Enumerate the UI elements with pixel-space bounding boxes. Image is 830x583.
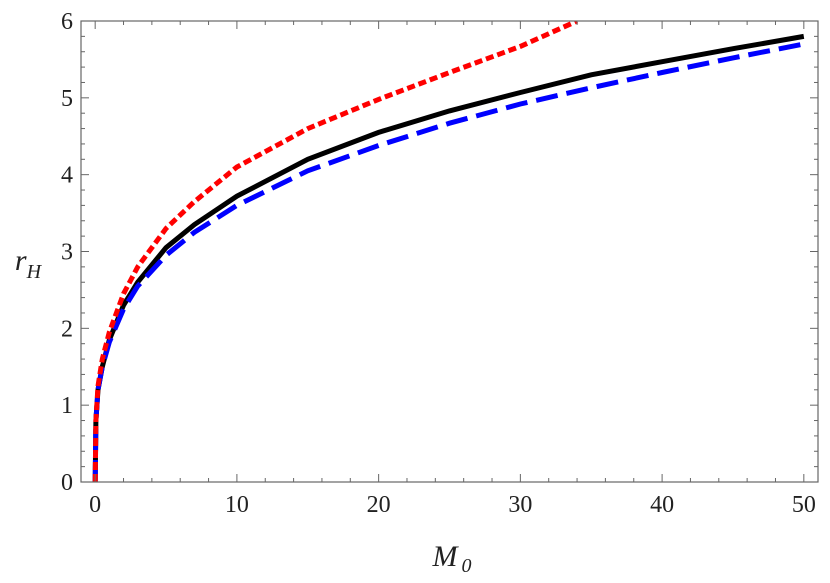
x-tick-label: 40 bbox=[650, 492, 674, 518]
series-line-dotted bbox=[92, 21, 579, 482]
y-tick-label: 6 bbox=[61, 9, 73, 35]
y-tick-label: 3 bbox=[61, 240, 73, 266]
series-line-solid bbox=[92, 33, 805, 482]
x-tick-label: 0 bbox=[89, 492, 101, 518]
ticks: 0 10 20 30 40 50 0 1 2 3 4 5 6 bbox=[61, 9, 818, 518]
y-axis-label: rH bbox=[15, 244, 43, 283]
x-tick-label: 50 bbox=[792, 492, 816, 518]
x-tick-label: 30 bbox=[508, 492, 532, 518]
plot-frame bbox=[80, 20, 819, 483]
y-tick-label: 5 bbox=[61, 86, 73, 112]
plot-area bbox=[92, 21, 805, 482]
x-tick-label: 10 bbox=[225, 492, 249, 518]
y-tick-label: 1 bbox=[61, 393, 73, 419]
x-tick-label: 20 bbox=[367, 492, 391, 518]
y-tick-label: 0 bbox=[61, 470, 73, 496]
y-tick-label: 2 bbox=[61, 316, 73, 342]
y-tick-label: 4 bbox=[61, 163, 73, 189]
